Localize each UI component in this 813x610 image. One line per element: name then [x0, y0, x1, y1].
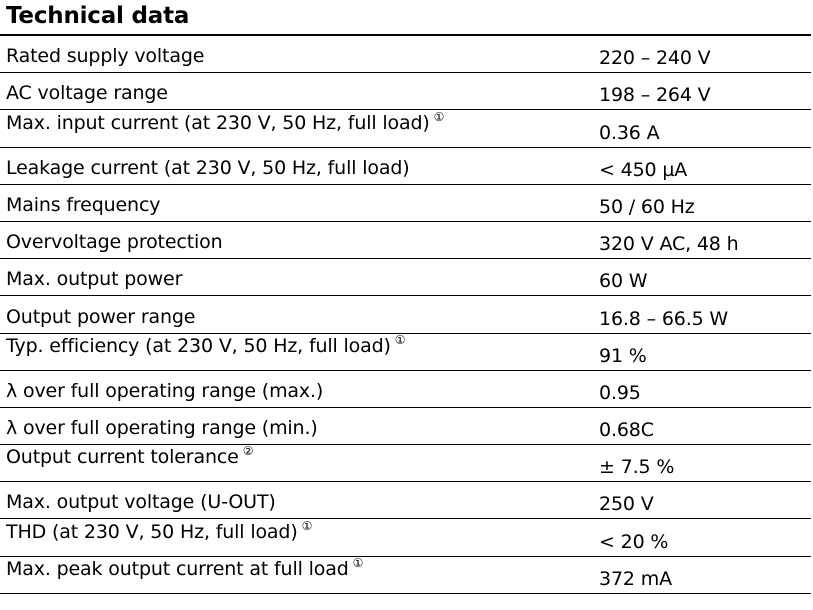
- footnote-marker: ①: [433, 109, 445, 124]
- table-row: AC voltage range 198 – 264 V: [0, 73, 811, 111]
- table-row: Max. output power 60 W: [0, 259, 811, 297]
- footnote-marker: ①: [301, 518, 313, 533]
- parameter-label: λ over full operating range (max.): [6, 379, 324, 402]
- table-row: THD (at 230 V, 50 Hz, full load) ① < 20 %: [0, 518, 811, 557]
- parameter-label: λ over full operating range (min.): [6, 417, 318, 440]
- footnote-marker: ①: [394, 332, 406, 347]
- parameter-value: < 20 %: [599, 530, 669, 553]
- table-row: Output power range 16.8 – 66.5 W: [0, 296, 811, 334]
- parameter-value: 0.36 A: [599, 121, 660, 144]
- parameter-value: 60 W: [599, 270, 648, 293]
- table-row: Overvoltage protection 320 V AC, 48 h: [0, 222, 811, 260]
- parameter-value: 198 – 264 V: [599, 84, 711, 107]
- parameter-value: 320 V AC, 48 h: [599, 233, 739, 256]
- parameter-value: 0.68C: [599, 419, 654, 442]
- parameter-value: 16.8 – 66.5 W: [599, 307, 729, 330]
- table-row: Mains frequency 50 / 60 Hz: [0, 185, 811, 222]
- parameter-value: ± 7.5 %: [599, 456, 675, 479]
- table-row: Typ. efficiency (at 230 V, 50 Hz, full l…: [0, 332, 811, 371]
- table-row: Max. input current (at 230 V, 50 Hz, ful…: [0, 109, 811, 148]
- parameter-value: 91 %: [599, 344, 647, 367]
- table-row: λ over full operating range (max.) 0.95: [0, 371, 811, 408]
- footnote-marker: ①: [352, 555, 364, 570]
- parameter-label: Typ. efficiency (at 230 V, 50 Hz, full l…: [6, 332, 406, 357]
- parameter-label: Mains frequency: [6, 193, 161, 216]
- parameter-label: Max. output power: [6, 268, 183, 291]
- parameter-label: Max. output voltage (U-OUT): [6, 491, 276, 514]
- page-title: Technical data: [6, 3, 190, 29]
- parameter-label: Leakage current (at 230 V, 50 Hz, full l…: [6, 156, 410, 179]
- parameter-label: Output power range: [6, 305, 196, 328]
- parameter-label: Max. peak output current at full load ①: [6, 555, 364, 580]
- table-row: Leakage current (at 230 V, 50 Hz, full l…: [0, 148, 811, 185]
- table-row: Max. output voltage (U-OUT) 250 V: [0, 482, 811, 520]
- parameter-value: 50 / 60 Hz: [599, 195, 695, 218]
- table-row: Rated supply voltage 220 – 240 V: [0, 36, 811, 74]
- parameter-label: Rated supply voltage: [6, 45, 205, 68]
- parameter-label: Overvoltage protection: [6, 231, 223, 254]
- table-row: λ over full operating range (min.) 0.68C: [0, 408, 811, 446]
- parameter-value: 372 mA: [599, 567, 672, 590]
- parameter-label: AC voltage range: [6, 82, 168, 105]
- table-row: Max. peak output current at full load ① 3…: [0, 555, 811, 594]
- technical-data-table: Rated supply voltage 220 – 240 V AC volt…: [0, 34, 811, 594]
- parameter-value: 250 V: [599, 493, 654, 516]
- footnote-marker: ②: [242, 444, 254, 459]
- parameter-label: Output current tolerance ②: [6, 444, 254, 469]
- table-row: Output current tolerance ② ± 7.5 %: [0, 444, 811, 483]
- parameter-value: 0.95: [599, 381, 641, 404]
- parameter-label: Max. input current (at 230 V, 50 Hz, ful…: [6, 109, 445, 134]
- parameter-value: < 450 µA: [599, 158, 688, 181]
- parameter-value: 220 – 240 V: [599, 47, 711, 70]
- parameter-label: THD (at 230 V, 50 Hz, full load) ①: [6, 518, 313, 543]
